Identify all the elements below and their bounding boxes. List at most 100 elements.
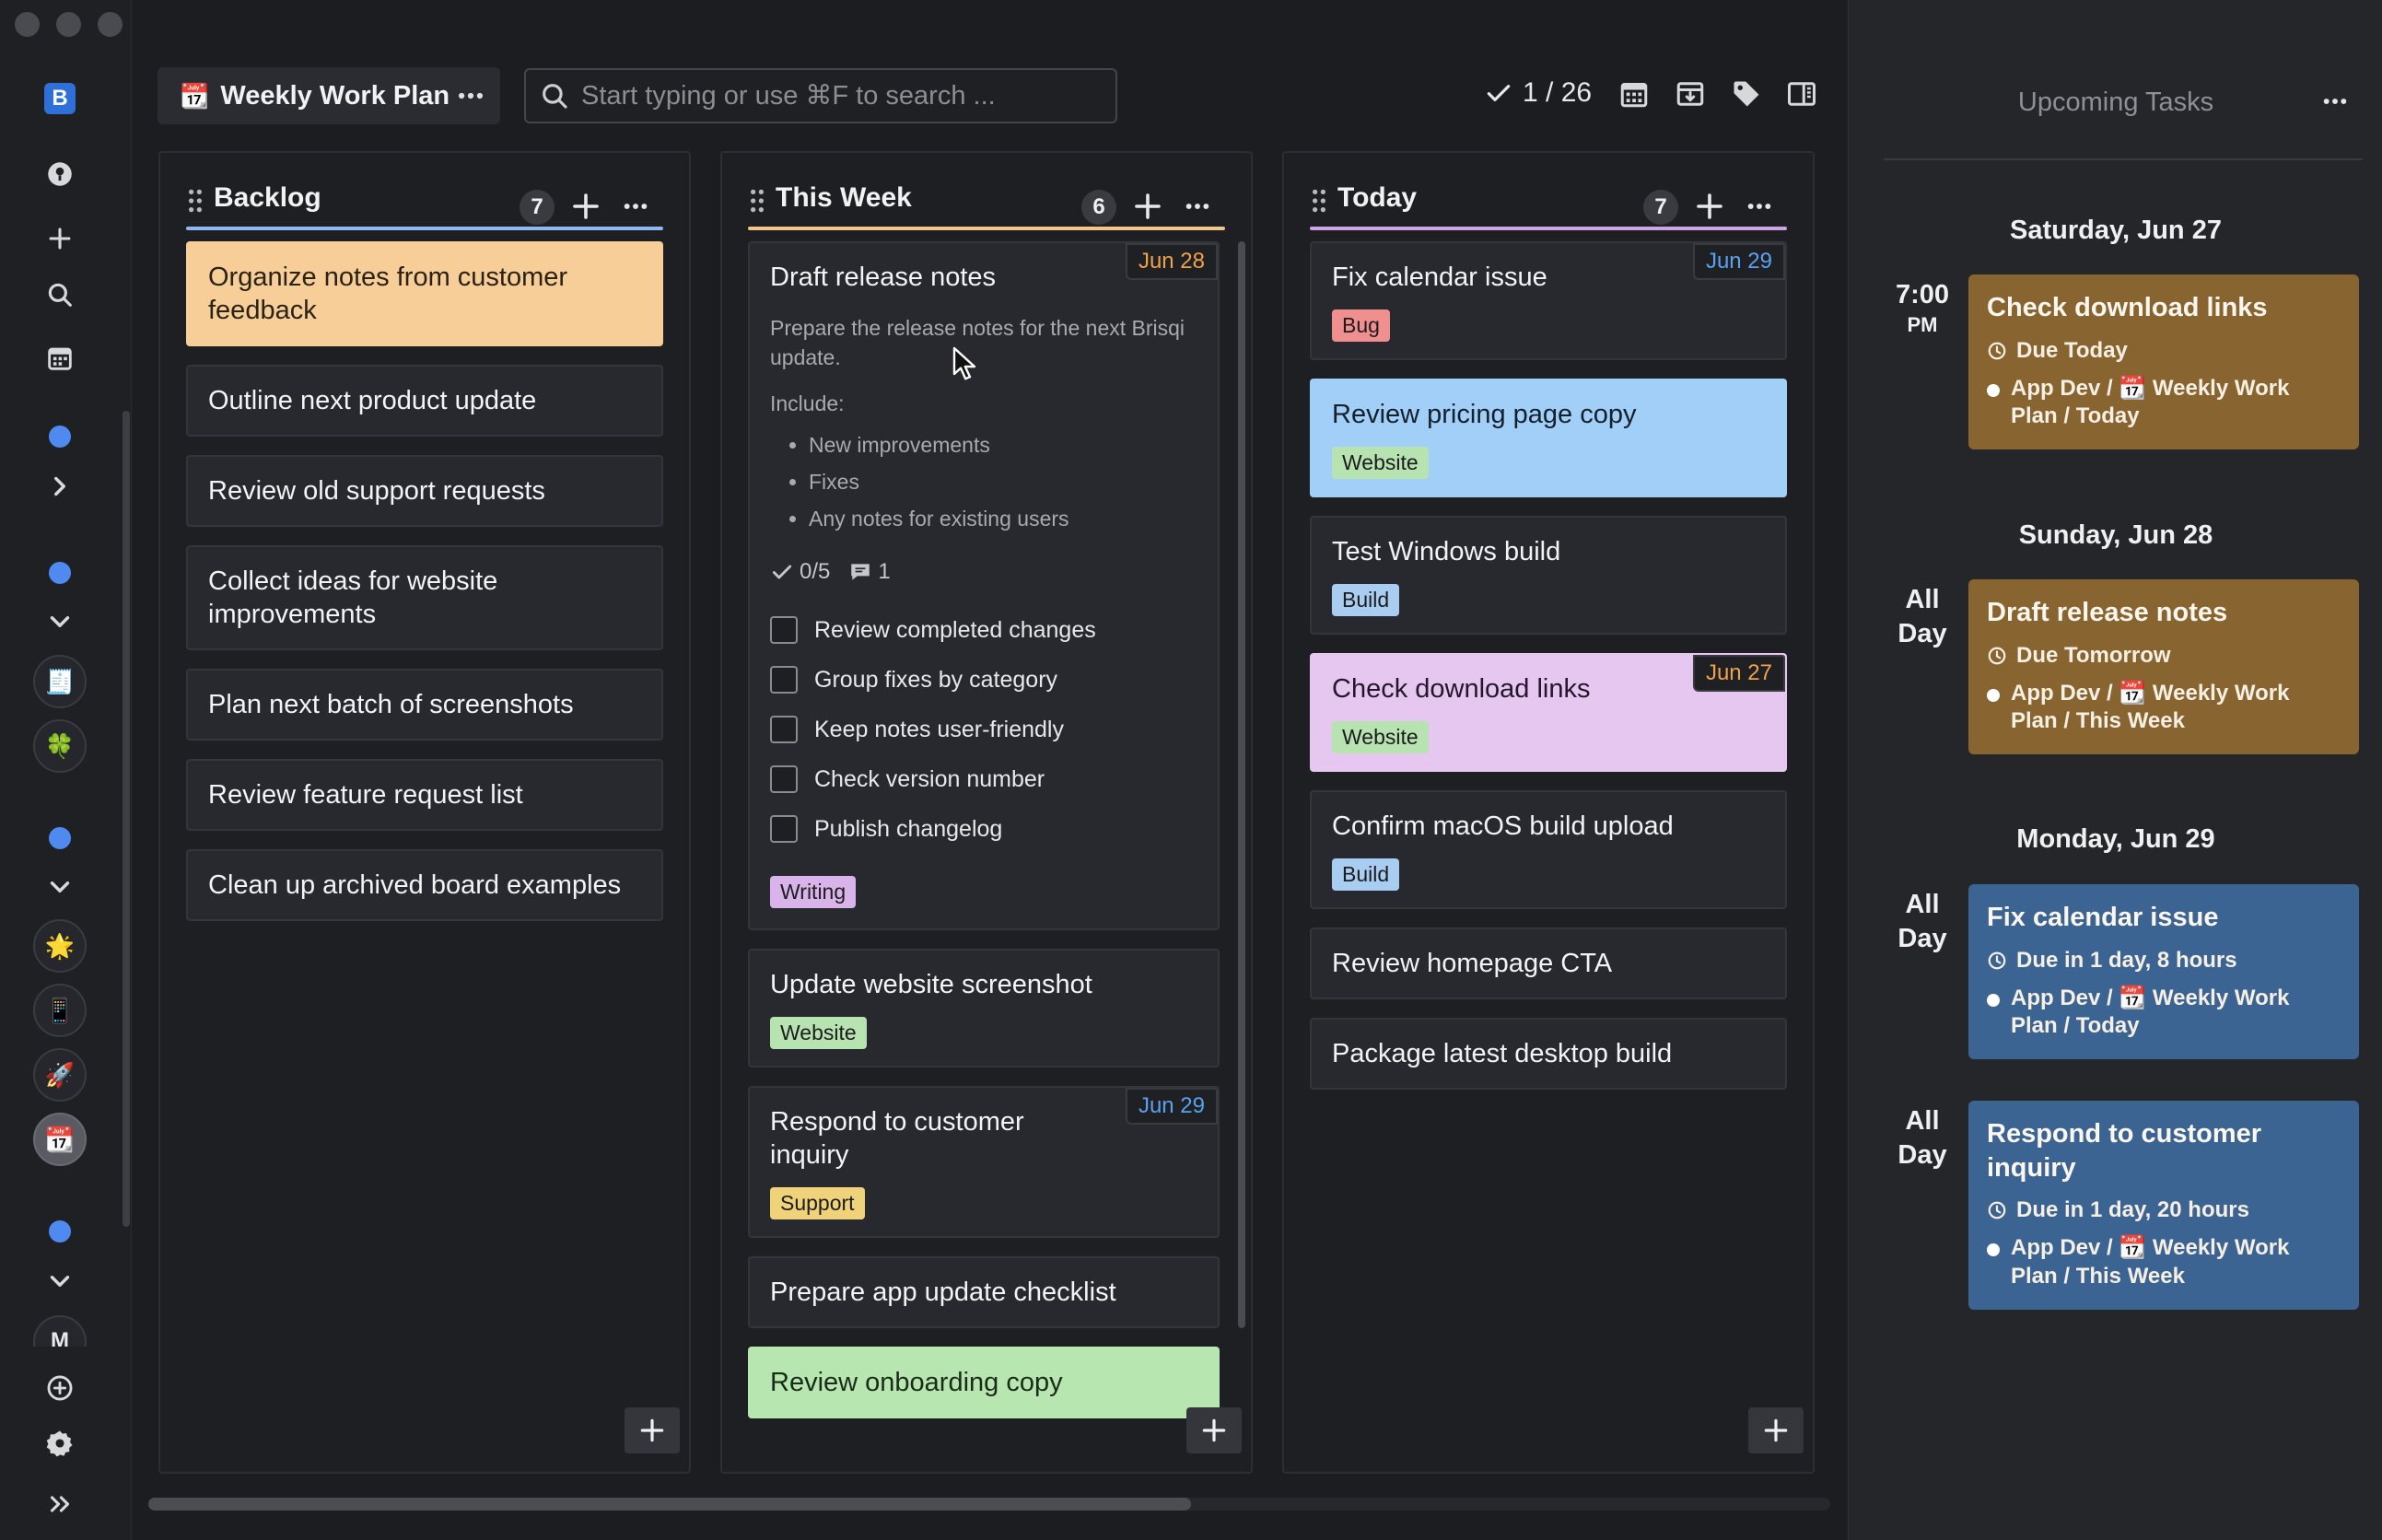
- checkbox[interactable]: [770, 666, 798, 694]
- card-list: Jun 28 Draft release notes Prepare the r…: [748, 241, 1220, 1453]
- window-close-button[interactable]: [15, 12, 40, 37]
- checklist-item[interactable]: Review completed changes: [770, 605, 1197, 655]
- rail-board-inbox[interactable]: 🧾: [0, 655, 120, 708]
- window-zoom-button[interactable]: [98, 12, 123, 37]
- card[interactable]: Prepare app update checklist: [748, 1255, 1220, 1328]
- panel-more-icon[interactable]: [2317, 87, 2353, 116]
- task-path: App Dev / 📆 Weekly Work Plan / This Week: [1987, 680, 2341, 736]
- calendar-emoji-icon: 📆: [2119, 375, 2147, 401]
- rail-search[interactable]: [0, 272, 120, 318]
- upcoming-task-card[interactable]: Draft release notes Due Tomorrow App Dev…: [1968, 579, 2359, 754]
- task-due-text: Due in 1 day, 20 hours: [2016, 1197, 2249, 1223]
- workspace-collapse[interactable]: [0, 599, 120, 645]
- workspace-collapse[interactable]: [0, 864, 120, 910]
- rail-add-workspace[interactable]: [0, 1365, 120, 1411]
- card[interactable]: Jun 29 Fix calendar issue Bug: [1310, 241, 1787, 360]
- upcoming-task-card[interactable]: Respond to customer inquiry Due in 1 day…: [1968, 1101, 2359, 1310]
- archive-icon[interactable]: [1674, 77, 1707, 111]
- checklist-item-label: Group fixes by category: [814, 666, 1058, 693]
- search-input[interactable]: [581, 80, 1097, 111]
- card[interactable]: Confirm macOS build upload Build: [1310, 789, 1787, 909]
- chevron-down-icon: [50, 881, 70, 892]
- checklist: Review completed changes Group fixes by …: [770, 605, 1197, 854]
- plus-icon: [1764, 1418, 1788, 1442]
- checkbox[interactable]: [770, 616, 798, 645]
- card[interactable]: Review feature request list: [186, 758, 663, 831]
- checkbox[interactable]: [770, 815, 798, 844]
- upcoming-task-card[interactable]: Fix calendar issue Due in 1 day, 8 hours…: [1968, 884, 2359, 1059]
- rail-calendar[interactable]: [0, 335, 120, 381]
- card[interactable]: Review old support requests: [186, 454, 663, 527]
- column-scrollbar[interactable]: [1238, 241, 1245, 1328]
- drag-handle-icon[interactable]: [748, 188, 766, 214]
- add-card-icon[interactable]: [1693, 190, 1726, 223]
- workspace-dot[interactable]: [0, 1208, 120, 1254]
- rail-board-calendar[interactable]: 📆: [0, 1113, 120, 1166]
- add-card-button[interactable]: [625, 1407, 680, 1453]
- card[interactable]: Collect ideas for website improvements: [186, 544, 663, 650]
- add-card-button[interactable]: [1186, 1407, 1242, 1453]
- checklist-item[interactable]: Check version number: [770, 754, 1197, 804]
- column-header: This Week 6: [748, 169, 1225, 230]
- drag-handle-icon[interactable]: [186, 188, 204, 214]
- rail-add[interactable]: [0, 216, 120, 262]
- card[interactable]: Outline next product update: [186, 364, 663, 437]
- task-due: Due Today: [1987, 338, 2341, 364]
- board-scrollbar-thumb[interactable]: [148, 1498, 1191, 1511]
- drag-handle-icon[interactable]: [1310, 188, 1328, 214]
- card[interactable]: Review pricing page copy Website: [1310, 378, 1787, 497]
- calendar-view-icon[interactable]: [1617, 77, 1651, 111]
- workspace-dot[interactable]: [0, 550, 120, 596]
- card[interactable]: Test Windows build Build: [1310, 515, 1787, 635]
- checkbox[interactable]: [770, 716, 798, 744]
- more-horizontal-icon[interactable]: [452, 80, 489, 111]
- task-path: App Dev / 📆 Weekly Work Plan / This Week: [1987, 1234, 2341, 1290]
- column-more-icon[interactable]: [617, 192, 654, 221]
- checkbox[interactable]: [770, 765, 798, 794]
- card[interactable]: Review onboarding copy: [748, 1346, 1220, 1418]
- chevron-right-icon: [54, 476, 65, 496]
- rail-scrollbar[interactable]: [123, 411, 130, 1227]
- card[interactable]: Update website screenshot Website: [748, 949, 1220, 1068]
- rail-expand-sidebar[interactable]: [0, 1481, 120, 1527]
- add-card-button[interactable]: [1748, 1407, 1804, 1453]
- rail-board-clover[interactable]: 🍀: [0, 719, 120, 773]
- card[interactable]: Package latest desktop build: [1310, 1017, 1787, 1090]
- upcoming-task-card[interactable]: Check download links Due Today App Dev /…: [1968, 274, 2359, 449]
- add-card-icon[interactable]: [1131, 190, 1164, 223]
- task-due: Due Tomorrow: [1987, 643, 2341, 669]
- rail-board-rocket[interactable]: 🚀: [0, 1048, 120, 1102]
- card[interactable]: Jun 27 Check download links Website: [1310, 652, 1787, 772]
- card[interactable]: Clean up archived board examples: [186, 848, 663, 921]
- rail-board-phone[interactable]: 📱: [0, 984, 120, 1037]
- search-box[interactable]: [524, 68, 1117, 123]
- workspace-expand[interactable]: [0, 463, 120, 509]
- board-title-button[interactable]: 📆 Weekly Work Plan: [158, 67, 500, 124]
- workspace-dot[interactable]: [0, 815, 120, 861]
- rail-board-star[interactable]: 🌟: [0, 919, 120, 973]
- tag-icon[interactable]: [1730, 77, 1763, 111]
- card[interactable]: Jun 29 Respond to customer inquiry Suppo…: [748, 1086, 1220, 1238]
- rail-home[interactable]: B: [0, 76, 120, 122]
- add-card-icon[interactable]: [569, 190, 602, 223]
- rail-settings[interactable]: [0, 1420, 120, 1466]
- column-title: This Week: [776, 182, 912, 213]
- column-more-icon[interactable]: [1179, 192, 1216, 221]
- sidebar-toggle-icon[interactable]: [1785, 77, 1818, 111]
- checklist-item[interactable]: Keep notes user-friendly: [770, 705, 1197, 754]
- workspace-collapse[interactable]: [0, 1258, 120, 1304]
- checklist-item[interactable]: Publish changelog: [770, 804, 1197, 854]
- card[interactable]: Organize notes from customer feedback: [186, 241, 663, 346]
- column-more-icon[interactable]: [1741, 192, 1778, 221]
- workspace-dot-icon: [1987, 688, 2000, 702]
- card[interactable]: Plan next batch of screenshots: [186, 668, 663, 741]
- description-text: Prepare the release notes for the next B…: [770, 315, 1185, 370]
- window-minimize-button[interactable]: [56, 12, 81, 37]
- rail-support[interactable]: [0, 151, 120, 197]
- workspace-dot[interactable]: [0, 414, 120, 460]
- rail-board-partial[interactable]: M: [33, 1315, 87, 1347]
- checklist-item[interactable]: Group fixes by category: [770, 655, 1197, 705]
- column-header: Backlog 7: [186, 169, 663, 230]
- card-expanded[interactable]: Jun 28 Draft release notes Prepare the r…: [748, 241, 1220, 931]
- card[interactable]: Review homepage CTA: [1310, 927, 1787, 999]
